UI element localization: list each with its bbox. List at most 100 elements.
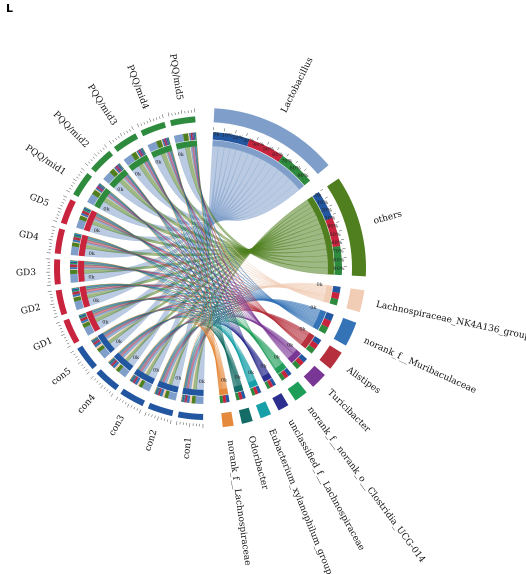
sample-tick	[136, 408, 139, 411]
sample-arc-inner	[94, 187, 111, 209]
sample-tick	[122, 400, 124, 403]
sample-composition-segment	[70, 264, 78, 265]
sample-tick	[138, 409, 142, 414]
sample-tick	[47, 290, 52, 292]
taxon-composition-segment	[309, 340, 319, 350]
sample-composition-segment	[110, 359, 117, 366]
sample-tick-label: 0k	[133, 355, 140, 361]
sample-arc-outer	[120, 388, 145, 407]
sample-composition-segment	[71, 286, 79, 289]
sample-tick	[112, 139, 115, 143]
taxon-composition-segment	[295, 357, 304, 366]
percent-tick	[303, 168, 307, 172]
sample-tick	[86, 371, 90, 375]
taxon-arc-outer	[327, 178, 367, 277]
taxon-composition-segment	[278, 155, 311, 186]
sample-composition-segment	[83, 208, 91, 214]
sample-composition-segment	[173, 133, 185, 144]
sample-composition-segment	[74, 299, 84, 311]
taxon-arc-outer	[221, 411, 234, 428]
sample-composition-segment	[71, 242, 80, 248]
sample-composition-segment	[74, 232, 82, 236]
sample-composition-segment	[129, 374, 135, 381]
sample-composition-segment	[108, 357, 115, 364]
sample-tick-label: 0k	[178, 152, 185, 158]
sample-label: con3	[108, 414, 128, 438]
sample-label: PQQ/mid1	[23, 143, 67, 177]
sample-label: GD5	[28, 192, 51, 209]
taxon-arc-inner	[274, 362, 287, 375]
sample-composition-segment	[109, 168, 119, 178]
taxon-arc-inner	[247, 379, 259, 389]
sample-tick	[143, 122, 146, 125]
sample-composition-segment	[91, 336, 98, 342]
taxon-composition-segment	[266, 379, 274, 388]
sample-tick	[123, 132, 126, 135]
sample-composition-segment	[191, 132, 195, 141]
taxon-arc-inner	[212, 140, 305, 190]
sample-composition-segment	[154, 386, 158, 395]
sample-composition-segment	[81, 210, 90, 216]
sample-tick	[60, 205, 63, 207]
sample-tick	[78, 173, 81, 176]
sample-composition-segment	[130, 375, 136, 382]
sample-composition-segment	[155, 139, 164, 149]
sample-arc-inner	[78, 260, 85, 283]
sample-tick	[63, 195, 67, 198]
percent-tick-label: 60%	[331, 240, 342, 246]
sample-tick	[108, 391, 111, 394]
taxon-arc-inner	[218, 388, 229, 396]
sample-composition-segment	[82, 321, 91, 329]
sample-composition-segment	[72, 241, 80, 244]
taxon-arc-inner	[312, 309, 327, 331]
taxon-arc-outer	[272, 393, 289, 411]
sample-composition-segment	[156, 387, 161, 396]
chord-ribbon	[148, 159, 221, 390]
sample-composition-segment	[79, 314, 87, 319]
sample-tick-label: 0k	[155, 159, 162, 165]
sample-composition-segment	[191, 395, 196, 404]
sample-composition-segment	[80, 316, 88, 322]
sample-composition-segment	[195, 132, 197, 140]
sample-tick	[80, 167, 85, 171]
sample-tick	[57, 207, 62, 210]
sample-composition-segment	[167, 137, 170, 145]
taxon-composition-segment	[332, 245, 342, 276]
sample-tick	[103, 387, 106, 390]
sample-arc-inner	[175, 140, 198, 150]
sample-composition-segment	[123, 154, 136, 166]
sample-composition-segment	[94, 340, 102, 348]
percent-tick-label: 40%	[253, 142, 264, 148]
sample-arc-outer	[140, 121, 167, 137]
sample-arc-outer	[63, 318, 80, 344]
sample-composition-segment	[189, 395, 193, 404]
sample-arc-outer	[91, 150, 114, 173]
sample-composition-segment	[118, 163, 125, 170]
sample-composition-segment	[142, 147, 147, 155]
sample-tick	[115, 396, 119, 401]
sample-composition-segment	[114, 166, 121, 174]
sample-arc-inner	[109, 169, 129, 189]
sample-composition-segment	[193, 132, 196, 141]
percent-tick	[295, 160, 298, 164]
sample-tick-label: 0k	[94, 228, 101, 234]
taxon-tick-label: 0k	[316, 282, 323, 288]
sample-tick	[99, 149, 103, 153]
sample-composition-segment	[193, 132, 195, 141]
sample-composition-segment	[108, 357, 114, 363]
sample-composition-segment	[70, 273, 79, 283]
sample-composition-segment	[132, 376, 139, 384]
sample-composition-segment	[188, 133, 190, 141]
sample-tick	[115, 137, 117, 141]
sample-tick	[146, 120, 149, 124]
percent-tick	[267, 141, 270, 145]
sample-tick	[51, 232, 54, 234]
taxon-composition-segment	[283, 367, 292, 377]
sample-tick	[81, 364, 84, 366]
sample-composition-segment	[116, 164, 123, 172]
sample-tick	[167, 419, 169, 422]
sample-tick-label: 0k	[88, 275, 95, 281]
sample-composition-segment	[91, 337, 98, 342]
sample-composition-segment	[138, 379, 146, 388]
